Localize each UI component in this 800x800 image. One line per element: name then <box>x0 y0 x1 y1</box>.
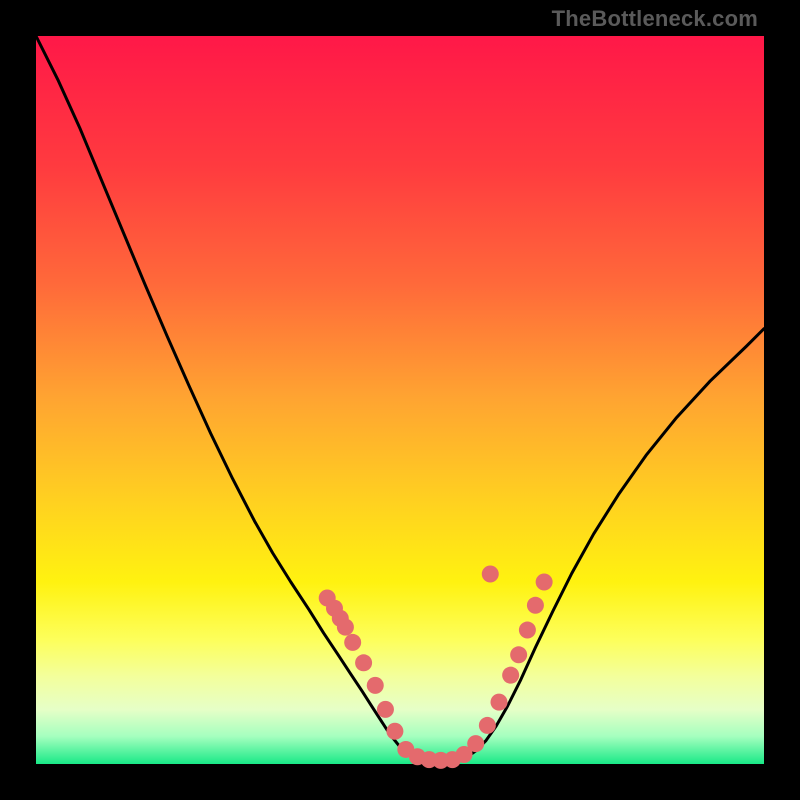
data-marker <box>337 619 354 636</box>
data-marker <box>386 723 403 740</box>
data-marker <box>344 634 361 651</box>
data-marker <box>510 646 527 663</box>
marker-group <box>319 565 553 768</box>
data-marker <box>355 654 372 671</box>
data-marker <box>519 622 536 639</box>
chart-overlay <box>36 36 764 764</box>
data-marker <box>491 694 508 711</box>
data-marker <box>377 701 394 718</box>
data-marker <box>467 735 484 752</box>
data-marker <box>367 677 384 694</box>
data-marker <box>502 667 519 684</box>
plot-area <box>36 36 764 764</box>
bottleneck-curve <box>36 36 764 763</box>
data-marker <box>479 717 496 734</box>
data-marker <box>536 574 553 591</box>
watermark-label: TheBottleneck.com <box>552 6 758 32</box>
data-marker <box>482 565 499 582</box>
data-marker <box>527 597 544 614</box>
